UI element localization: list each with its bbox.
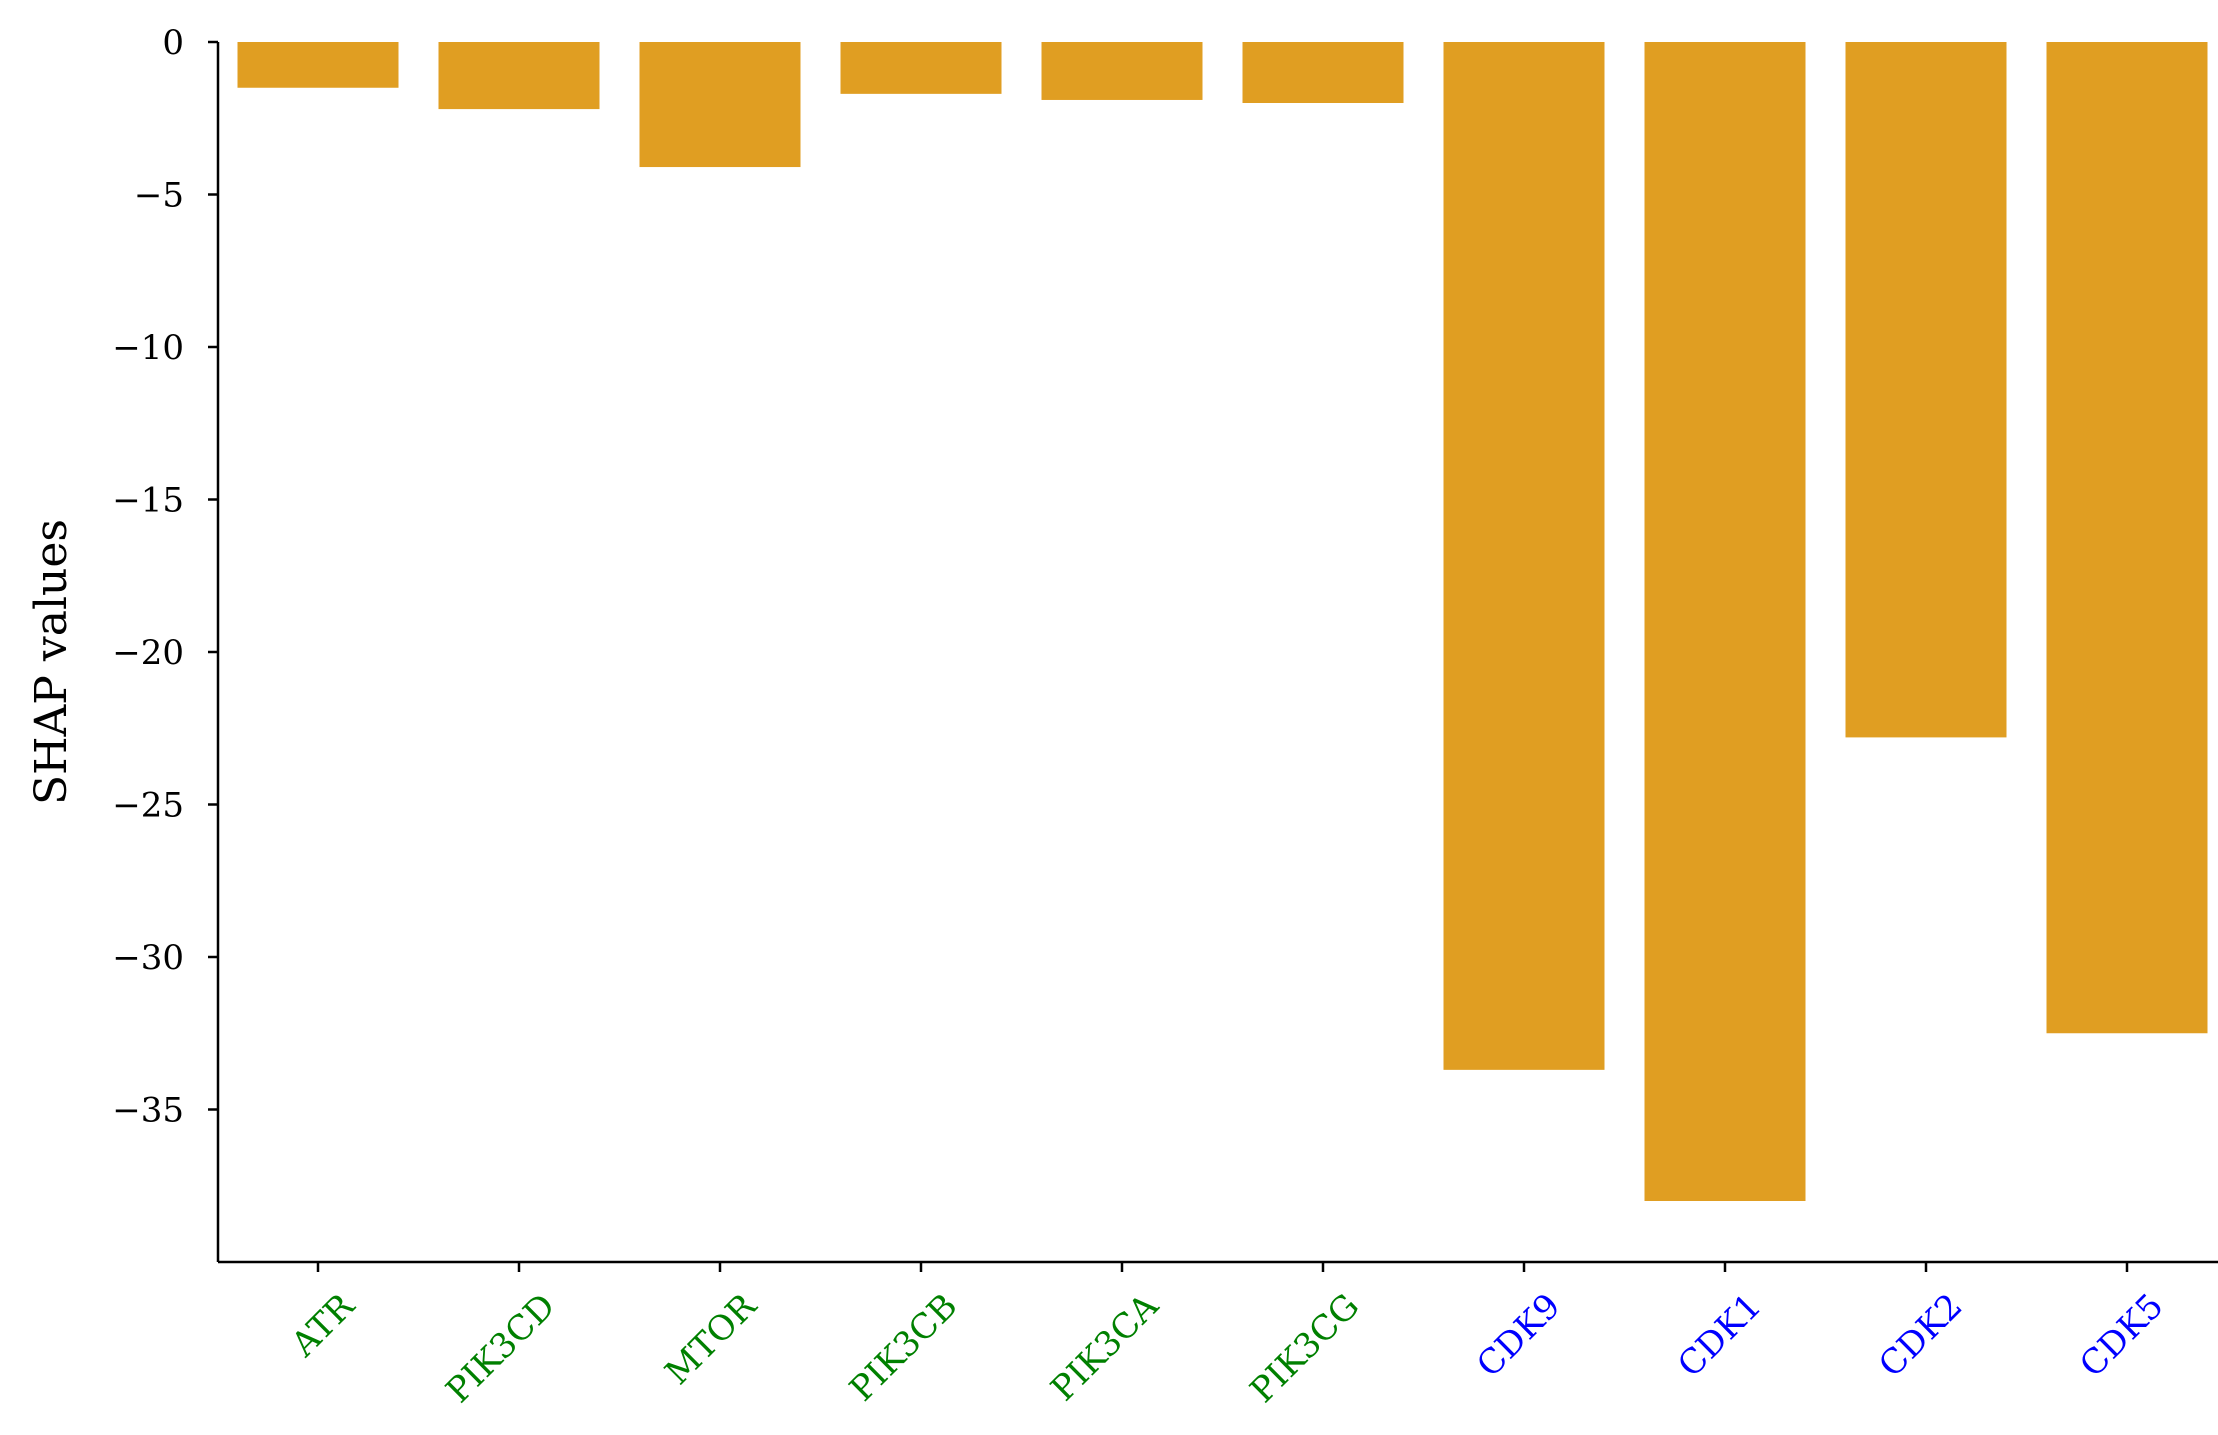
bar-cdk5 [2046, 42, 2208, 1034]
bar-pik3cd [438, 42, 600, 110]
x-tick-label-atr: ATR [283, 1285, 363, 1365]
x-tick-label-pik3cg: PIK3CG [1243, 1286, 1368, 1411]
bar-atr [237, 42, 399, 88]
y-tick-label: −25 [112, 786, 184, 826]
y-tick-label: −5 [134, 176, 184, 216]
y-axis-title: SHAP values [26, 519, 77, 805]
y-tick-label: −35 [112, 1091, 184, 1131]
x-tick-label-mtor: MTOR [658, 1285, 766, 1393]
x-tick-label-cdk5: CDK5 [2072, 1286, 2171, 1385]
bars-group [237, 42, 2208, 1201]
y-tick-label: 0 [162, 23, 184, 63]
bar-mtor [639, 42, 801, 168]
bar-cdk1 [1644, 42, 1806, 1201]
bar-pik3cg [1242, 42, 1404, 103]
x-tick-label-pik3cd: PIK3CD [438, 1286, 563, 1411]
bar-cdk2 [1845, 42, 2007, 738]
y-tick-label: −10 [112, 328, 184, 368]
x-tick-label-cdk1: CDK1 [1670, 1286, 1769, 1385]
bar-pik3ca [1041, 42, 1203, 100]
y-tick-label: −20 [112, 633, 184, 673]
x-tick-label-pik3ca: PIK3CA [1043, 1286, 1166, 1409]
x-tick-label-pik3cb: PIK3CB [842, 1286, 965, 1409]
bar-pik3cb [840, 42, 1002, 94]
x-tick-label-cdk2: CDK2 [1871, 1286, 1970, 1385]
y-axis: 0 −5 −10 −15 −20 −25 −30 −35 [112, 23, 220, 1262]
x-tick-label-cdk9: CDK9 [1469, 1286, 1568, 1385]
y-tick-label: −15 [112, 481, 184, 521]
bar-cdk9 [1443, 42, 1605, 1070]
y-tick-label: −30 [112, 938, 184, 978]
x-axis: ATR PIK3CD MTOR PIK3CB PIK3CA PIK3CG CDK9 CDK1 C… [218, 1260, 2218, 1411]
